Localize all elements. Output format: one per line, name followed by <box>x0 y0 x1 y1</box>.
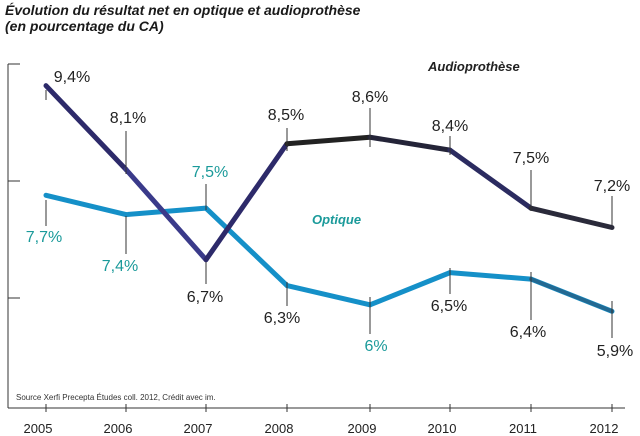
x-tick-label-2006: 2006 <box>104 421 133 436</box>
audioprothese-line-segment-2011-2012 <box>528 205 615 230</box>
chart-axes: 2005 2006 2007 2008 2009 2010 2011 2012 <box>7 63 625 436</box>
x-tick-label-2005: 2005 <box>24 421 53 436</box>
optique-line-segment-2007-2008 <box>203 205 290 289</box>
optique-value-label-2005: 7,7% <box>26 229 62 246</box>
audioprothese-value-label-2012: 7,2% <box>594 178 630 195</box>
optique-line-segment-2009-2010 <box>367 270 453 308</box>
x-tick-label-2011: 2011 <box>509 421 537 436</box>
series-name-optique: Optique <box>312 212 361 227</box>
optique-value-label-2011: 6,4% <box>510 324 546 341</box>
x-tick-label-2007: 2007 <box>184 421 213 436</box>
optique-line-shade-2011-2012 <box>529 277 614 314</box>
series-lines <box>43 83 615 314</box>
source-note: Source Xerfi Precepta Études coll. 2012,… <box>16 393 216 402</box>
x-tick-label-2012: 2012 <box>590 421 619 436</box>
x-tick-label-2009: 2009 <box>348 421 377 436</box>
optique-value-label-2007: 7,5% <box>192 164 228 181</box>
audioprothese-line-segment-2006-2007 <box>123 166 209 263</box>
audioprothese-line-segment-2009-2010 <box>367 134 453 153</box>
series-name-audioprothese: Audioprothèse <box>427 59 520 74</box>
optique-line-segment-2005-2006 <box>43 192 129 218</box>
audioprothese-line-segment-2008-2009 <box>284 134 373 147</box>
x-tick-label-2008: 2008 <box>265 421 294 436</box>
audioprothese-line-segment-2007-2008 <box>203 141 290 263</box>
optique-value-label-2009: 6% <box>364 338 387 355</box>
value-labels: 9,4% 8,1% 6,7% 8,5% 8,6% 8,4% 7,5% 7,2% 7,7% 7,4%… <box>26 69 633 360</box>
audioprothese-value-label-2005: 9,4% <box>54 69 90 86</box>
audioprothese-value-label-2007: 6,7% <box>187 289 223 306</box>
audioprothese-line-segment-2005-2006 <box>43 83 129 172</box>
audioprothese-value-label-2010: 8,4% <box>432 118 468 135</box>
audioprothese-value-label-2006: 8,1% <box>110 110 146 127</box>
chart-title-line-2: (en pourcentage du CA) <box>5 18 164 34</box>
audioprothese-value-label-2008: 8,5% <box>268 107 304 124</box>
audioprothese-value-label-2011: 7,5% <box>513 150 549 167</box>
optique-value-label-2006: 7,4% <box>102 258 138 275</box>
audioprothese-line-segment-2010-2011 <box>447 147 534 211</box>
audioprothese-value-label-2009: 8,6% <box>352 89 388 106</box>
x-tick-label-2010: 2010 <box>428 421 457 436</box>
optique-line-segment-2008-2009 <box>284 283 373 308</box>
optique-value-label-2012: 5,9% <box>597 343 633 360</box>
chart-title: Évolution du résultat net en optique et … <box>5 2 425 34</box>
optique-line-segment-2010-2011 <box>447 270 534 282</box>
chart-title-line-1: Évolution du résultat net en optique et … <box>5 2 361 18</box>
optique-value-label-2008: 6,3% <box>264 310 300 327</box>
optique-value-label-2010: 6,5% <box>431 298 467 315</box>
